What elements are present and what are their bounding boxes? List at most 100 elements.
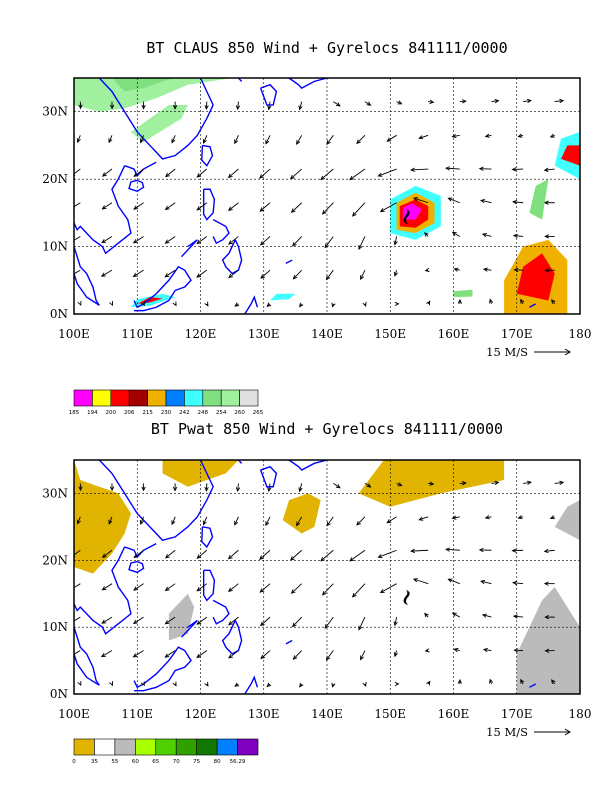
coastline <box>244 295 259 314</box>
wind-vector-head <box>424 232 429 237</box>
wind-vector <box>196 650 208 658</box>
coastline <box>212 218 230 245</box>
wind-vector-head <box>204 105 209 111</box>
wind-vector-head <box>140 301 145 307</box>
wind-vector-head <box>481 613 487 618</box>
wind-vector <box>352 583 366 598</box>
wind-vector-head <box>266 302 272 308</box>
wind-vector-head <box>360 275 365 281</box>
wind-vector-head <box>133 553 139 559</box>
wind-vector-head <box>164 554 170 559</box>
wind-vector <box>165 202 176 210</box>
wind-vector <box>378 549 397 558</box>
coastline <box>74 626 100 686</box>
wind-vector-head <box>335 484 341 489</box>
colorbar-swatch <box>114 738 136 756</box>
map-area <box>74 460 580 694</box>
wind-vector <box>165 616 176 625</box>
wind-vector <box>358 236 366 250</box>
colorbar-swatch <box>237 738 259 756</box>
wind-vector-head <box>76 519 81 525</box>
wind-vector <box>554 100 564 103</box>
pwat-shading <box>282 493 321 534</box>
lon-label: 150E <box>374 327 406 341</box>
wind-vector-head <box>366 483 372 488</box>
wind-vector-head <box>292 622 297 628</box>
wind-vector <box>102 549 113 558</box>
wind-vector-head <box>489 298 494 304</box>
colorbar-label: 194 <box>87 410 98 416</box>
colorbar-swatch <box>184 389 204 407</box>
lon-label: 110E <box>121 327 153 341</box>
panel-title: BT Pwat 850 Wind + Gyrelocs 841111/0000 <box>151 420 503 438</box>
wind-vector <box>296 135 303 145</box>
wind-vector <box>349 168 366 180</box>
wind-vector-head <box>235 105 241 111</box>
wind-vector-head <box>418 516 424 521</box>
lon-label: 120E <box>185 327 217 341</box>
colorbar-label: 260 <box>234 410 245 416</box>
wind-vector <box>268 101 271 110</box>
wind-vector-head <box>512 614 518 619</box>
map-frame <box>73 459 581 695</box>
colorbar-swatch <box>147 389 167 407</box>
wind-vector <box>293 269 303 280</box>
cloud-shading <box>516 253 555 301</box>
reference-vector-arrow <box>564 728 571 736</box>
wind-vector-head <box>551 299 556 304</box>
pwat-shading <box>516 587 580 694</box>
wind-vector-head <box>289 174 295 180</box>
wind-vector <box>480 199 492 204</box>
wind-vector <box>133 202 144 210</box>
wind-vector-head <box>484 515 490 520</box>
wind-vector-head <box>133 586 139 591</box>
wind-vector-head <box>426 680 431 686</box>
wind-vector-head <box>331 682 336 688</box>
wind-vector <box>265 135 271 144</box>
wind-vector-head <box>172 104 178 110</box>
wind-vector <box>237 483 239 492</box>
wind-vector-head <box>109 681 114 687</box>
wind-vector <box>358 616 366 630</box>
wind-vector <box>260 269 271 279</box>
colorbar-label: 200 <box>106 410 117 416</box>
wind-vector <box>452 134 460 138</box>
wind-vector-head <box>234 302 240 307</box>
lon-label: 100E <box>58 707 90 721</box>
wind-vector-head <box>227 206 233 212</box>
colorbar-swatch <box>220 389 240 407</box>
coastline <box>133 265 192 312</box>
coastline <box>288 460 328 471</box>
lat-label: 30N <box>42 105 68 119</box>
lon-label: 110E <box>121 707 153 721</box>
wind-vector-head <box>484 133 490 138</box>
wind-vector <box>259 168 271 179</box>
coastline <box>221 239 243 275</box>
coastline <box>244 675 259 694</box>
wind-vector <box>544 168 555 171</box>
wind-vector <box>419 134 429 139</box>
lon-label: 160E <box>438 327 470 341</box>
wind-vector-head <box>447 578 453 583</box>
wind-vector-head <box>228 620 233 626</box>
wind-vector <box>237 101 239 110</box>
wind-vector <box>386 134 397 142</box>
coastline <box>529 683 537 688</box>
lon-label: 170E <box>501 327 533 341</box>
wind-vector <box>446 167 460 170</box>
coastline <box>128 179 145 193</box>
wind-vector-head <box>325 655 331 661</box>
wind-vector-head <box>544 268 550 273</box>
coastline <box>285 639 293 645</box>
wind-vector <box>291 583 303 594</box>
wind-vector <box>452 516 460 519</box>
wind-vector <box>413 197 429 204</box>
wind-vector-head <box>494 480 500 486</box>
wind-vector <box>326 135 334 145</box>
wind-vector-head <box>204 681 209 687</box>
wind-vector-head <box>101 238 107 244</box>
wind-vector-head <box>292 274 298 280</box>
colorbar-swatch <box>155 738 177 756</box>
wind-vector <box>133 583 144 591</box>
